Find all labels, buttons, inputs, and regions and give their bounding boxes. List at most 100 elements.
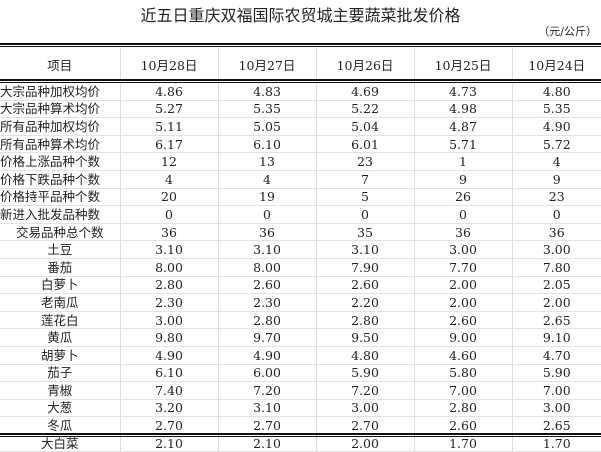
table-top-rule (0, 43, 601, 47)
row-label: 价格持平品种个数 (0, 188, 120, 207)
row-label: 老南瓜 (0, 293, 120, 312)
price-cell: 2.00 (315, 434, 414, 452)
price-cell: 4.98 (413, 100, 512, 119)
row-label: 莲花白 (0, 311, 120, 330)
table-row: 大宗品种加权均价 4.86 4.83 4.69 4.73 4.80 (0, 83, 601, 101)
price-cell: 36 (119, 223, 218, 242)
price-cell: 5.80 (413, 364, 512, 383)
price-cell: 4.83 (217, 83, 316, 101)
table-row: 胡萝卜 4.90 4.90 4.80 4.60 4.70 (0, 346, 601, 365)
price-cell: 7.20 (315, 381, 414, 400)
price-cell: 6.17 (119, 135, 218, 154)
price-cell: 5.11 (119, 117, 218, 136)
price-cell: 36 (511, 223, 601, 242)
header-bottom-rule (0, 79, 601, 83)
table-continuation (0, 438, 601, 442)
price-cell: 1 (413, 152, 512, 171)
price-cell: 13 (217, 152, 316, 171)
price-cell: 3.10 (217, 399, 316, 418)
price-cell: 2.80 (217, 311, 316, 330)
table-row: 大葱 3.20 3.10 3.00 2.80 3.00 (0, 399, 601, 418)
price-cell: 9 (511, 170, 601, 189)
price-cell: 4.69 (315, 83, 414, 101)
header-row: 项目 10月28日 10月27日 10月26日 10月25日 10月24日 (0, 48, 601, 80)
table-row: 所有品种加权均价 5.11 5.05 5.04 4.87 4.90 (0, 117, 601, 136)
price-cell: 8.00 (217, 258, 316, 277)
column-header-date: 10月26日 (315, 48, 414, 80)
price-cell: 3.10 (217, 240, 316, 259)
price-cell: 2.70 (119, 416, 218, 435)
price-cell: 2.00 (511, 293, 601, 312)
table-row: 大宗品种算术均价 5.27 5.35 5.22 4.98 5.35 (0, 100, 601, 119)
price-cell: 3.00 (511, 399, 601, 418)
price-cell: 4 (217, 170, 316, 189)
table-row: 价格下跌品种个数 4 4 7 9 9 (0, 170, 601, 189)
price-cell: 2.60 (315, 276, 414, 295)
price-cell: 4.90 (217, 346, 316, 365)
price-cell: 5.27 (119, 100, 218, 119)
table-row: 所有品种算术均价 6.17 6.10 6.01 5.71 5.72 (0, 135, 601, 154)
price-cell: 0 (217, 205, 316, 224)
column-header-date: 10月25日 (413, 48, 512, 80)
row-label: 大宗品种算术均价 (0, 100, 120, 119)
column-header-date: 10月28日 (119, 48, 218, 80)
row-label: 所有品种算术均价 (0, 135, 120, 154)
price-cell: 3.10 (119, 240, 218, 259)
price-cell: 4.90 (511, 117, 601, 136)
price-cell: 2.65 (511, 416, 601, 435)
unit-label: （元/公斤） (538, 25, 597, 38)
row-label: 所有品种加权均价 (0, 117, 120, 136)
price-cell: 19 (217, 188, 316, 207)
page-title: 近五日重庆双福国际农贸城主要蔬菜批发价格 (140, 6, 461, 25)
price-cell: 3.00 (315, 399, 414, 418)
row-label: 大宗品种加权均价 (0, 83, 120, 101)
table-row: 番茄 8.00 8.00 7.90 7.70 7.80 (0, 258, 601, 277)
price-cell: 3.00 (413, 240, 512, 259)
price-cell: 2.70 (315, 416, 414, 435)
price-cell: 5.72 (511, 135, 601, 154)
price-cell: 7 (315, 170, 414, 189)
price-cell: 23 (315, 152, 414, 171)
price-cell: 2.80 (315, 311, 414, 330)
price-cell: 5.90 (315, 364, 414, 383)
price-cell: 6.10 (119, 364, 218, 383)
price-cell: 4.80 (511, 83, 601, 101)
price-cell: 4.90 (119, 346, 218, 365)
price-cell: 5.04 (315, 117, 414, 136)
price-cell: 5.90 (511, 364, 601, 383)
price-cell: 7.40 (119, 381, 218, 400)
price-cell: 5.35 (217, 100, 316, 119)
row-label: 价格下跌品种个数 (0, 170, 120, 189)
price-cell: 9.50 (315, 328, 414, 347)
price-cell: 6.01 (315, 135, 414, 154)
price-cell: 2.10 (119, 434, 218, 452)
price-cell: 2.30 (119, 293, 218, 312)
price-cell: 26 (413, 188, 512, 207)
row-label: 白萝卜 (0, 276, 120, 295)
table-bottom-rule (0, 433, 601, 437)
price-cell: 2.65 (511, 311, 601, 330)
price-cell: 5.35 (511, 100, 601, 119)
price-cell: 36 (413, 223, 512, 242)
row-label: 新进入批发品种数 (0, 205, 120, 224)
table-row: 青椒 7.40 7.20 7.20 7.00 7.00 (0, 381, 601, 400)
row-label: 土豆 (0, 240, 120, 259)
price-cell: 5.71 (413, 135, 512, 154)
price-cell: 9.10 (511, 328, 601, 347)
price-table: 项目 10月28日 10月27日 10月26日 10月25日 10月24日 大宗品种加权均… (0, 48, 601, 452)
column-header-date: 10月24日 (511, 48, 601, 80)
price-cell: 4.70 (511, 346, 601, 365)
price-cell: 4.73 (413, 83, 512, 101)
price-cell: 2.60 (413, 311, 512, 330)
price-cell: 2.80 (413, 399, 512, 418)
table-row: 莲花白 3.00 2.80 2.80 2.60 2.65 (0, 311, 601, 330)
table-row: 交易品种总个数 36 36 35 36 36 (0, 223, 601, 242)
price-cell: 4.80 (315, 346, 414, 365)
table-row: 价格上涨品种个数 12 13 23 1 4 (0, 152, 601, 171)
price-cell: 3.00 (119, 311, 218, 330)
price-cell: 7.90 (315, 258, 414, 277)
price-cell: 0 (119, 205, 218, 224)
row-label: 青椒 (0, 381, 120, 400)
price-cell: 20 (119, 188, 218, 207)
price-cell: 5.22 (315, 100, 414, 119)
